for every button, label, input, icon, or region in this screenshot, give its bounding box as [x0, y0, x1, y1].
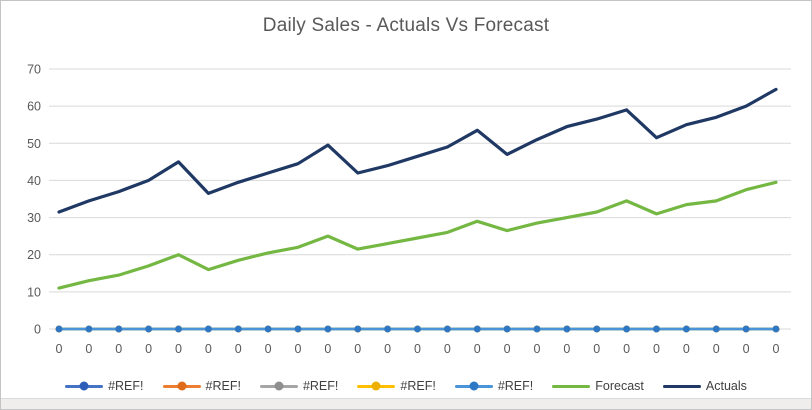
y-axis-tick-label: 60	[27, 100, 41, 114]
legend-item-ref-3: #REF!	[259, 379, 339, 393]
series-marker-ref-5	[115, 325, 123, 333]
series-marker-ref-5	[742, 325, 750, 333]
y-axis-tick-label: 10	[27, 285, 41, 299]
series-marker-ref-5	[503, 325, 511, 333]
x-axis-tick-label: 0	[324, 342, 331, 356]
x-axis-tick-label: 0	[265, 342, 272, 356]
series-marker-ref-5	[593, 325, 601, 333]
x-axis-tick-label: 0	[534, 342, 541, 356]
x-axis-tick-label: 0	[474, 342, 481, 356]
x-axis-tick-label: 0	[414, 342, 421, 356]
x-axis-tick-label: 0	[175, 342, 182, 356]
y-axis-tick-label: 30	[27, 211, 41, 225]
legend-item-ref-2: #REF!	[162, 379, 241, 393]
series-line-forecast	[57, 180, 778, 290]
series-marker-ref-5	[653, 325, 660, 333]
series-marker-ref-5	[563, 325, 571, 333]
y-axis-tick-label: 20	[27, 248, 41, 262]
series-marker-ref-5	[414, 325, 421, 333]
chart-legend: #REF! #REF! #REF! #REF! #REF! Forecast Actuals	[1, 375, 811, 397]
x-axis-tick-label: 0	[205, 342, 212, 356]
bottom-strip	[1, 398, 811, 409]
x-axis-tick-label: 0	[295, 342, 302, 356]
series-marker-ref-5	[533, 325, 541, 333]
y-axis-tick-label: 50	[27, 137, 41, 151]
x-axis-tick-label: 0	[85, 342, 92, 356]
x-axis-tick-label: 0	[384, 342, 391, 356]
legend-item-ref-4: #REF!	[357, 379, 436, 393]
series-marker-ref-5	[205, 325, 212, 333]
legend-line-swatch	[552, 384, 591, 388]
legend-label: Actuals	[705, 379, 747, 393]
y-axis-tick-label: 70	[27, 63, 41, 77]
legend-line-swatch	[162, 381, 201, 391]
x-axis-tick-label: 0	[504, 342, 511, 356]
series-line-actuals	[57, 87, 778, 214]
series-marker-ref-5	[772, 325, 780, 333]
series-marker-ref-5	[294, 325, 302, 333]
x-axis-tick-label: 0	[623, 342, 630, 356]
legend-label: #REF!	[497, 379, 534, 393]
legend-label: #REF!	[205, 379, 241, 393]
series-marker-ref-5	[683, 325, 690, 333]
x-axis-tick-label: 0	[683, 342, 690, 356]
legend-marker-dot	[469, 381, 479, 391]
series-marker-ref-5	[444, 325, 451, 333]
series-marker-ref-5	[354, 325, 362, 333]
series-marker-ref-5	[264, 325, 272, 333]
y-axis-tick-label: 0	[34, 323, 41, 337]
series-marker-ref-5	[623, 325, 630, 333]
legend-marker-dot	[177, 381, 187, 391]
legend-label: #REF!	[400, 379, 436, 393]
x-axis-tick-label: 0	[145, 342, 152, 356]
x-axis-tick-label: 0	[773, 342, 780, 356]
legend-line-swatch	[259, 381, 298, 391]
series-marker-ref-5	[712, 325, 720, 333]
legend-item-ref-1: #REF!	[65, 379, 144, 393]
legend-label: #REF!	[108, 379, 144, 393]
x-axis-tick-label: 0	[56, 342, 63, 356]
x-axis-tick-label: 0	[653, 342, 660, 356]
series-marker-ref-5	[175, 325, 182, 333]
legend-line-swatch	[662, 384, 701, 388]
chart-title: Daily Sales - Actuals Vs Forecast	[262, 15, 550, 36]
series-marker-ref-5	[473, 325, 481, 333]
legend-label: #REF!	[302, 379, 339, 393]
series-marker-ref-5	[55, 325, 63, 333]
x-axis-tick-label: 0	[115, 342, 122, 356]
legend-marker-dot	[371, 381, 381, 391]
series-marker-ref-5	[85, 325, 93, 333]
legend-marker-dot	[79, 381, 89, 391]
series-marker-ref-5	[384, 325, 391, 333]
legend-line-swatch	[454, 381, 493, 391]
series-marker-ref-5	[145, 325, 153, 333]
legend-item-ref-5: #REF!	[454, 379, 534, 393]
legend-item-forecast: Forecast	[552, 379, 644, 393]
x-axis-tick-label: 0	[713, 342, 720, 356]
plot-area: 0 10 20 30 40 50 60 70 0 0 0 0 0 0 0 0 0 0 0 0 0 0 0 0 0 0 0 0 0 0 0 0 0	[27, 63, 791, 356]
series-marker-ref-5	[324, 325, 332, 333]
x-axis-tick-label: 0	[235, 342, 242, 356]
legend-label: Forecast	[595, 379, 644, 393]
x-axis-tick-label: 0	[354, 342, 361, 356]
legend-line-swatch	[357, 381, 396, 391]
x-axis-tick-label: 0	[444, 342, 451, 356]
x-axis-tick-label: 0	[743, 342, 750, 356]
legend-line-swatch	[65, 381, 104, 391]
x-axis-tick-label: 0	[593, 342, 600, 356]
y-axis-tick-label: 40	[27, 174, 41, 188]
legend-item-actuals: Actuals	[662, 379, 747, 393]
x-axis-tick-label: 0	[563, 342, 570, 356]
legend-marker-dot	[274, 381, 284, 391]
series-marker-ref-5	[234, 325, 242, 333]
